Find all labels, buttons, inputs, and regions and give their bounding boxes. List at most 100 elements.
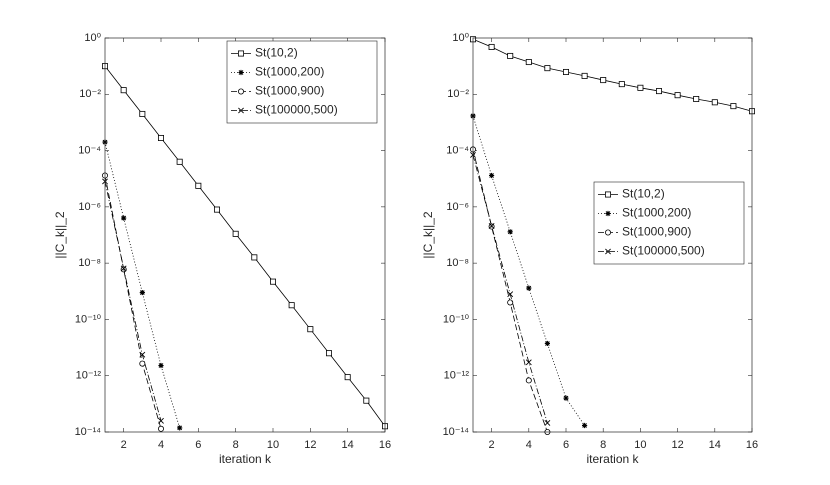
y-tick-label: 10⁻²	[447, 88, 469, 100]
marker	[525, 59, 532, 66]
x-tick-label: 14	[709, 439, 721, 451]
y-tick-label: 10⁰	[452, 32, 469, 44]
marker	[120, 265, 127, 272]
marker-shape	[507, 299, 514, 306]
marker	[605, 248, 611, 255]
marker-shape	[600, 77, 607, 84]
marker	[525, 359, 532, 366]
marker	[237, 88, 244, 95]
marker	[157, 134, 164, 141]
marker	[157, 425, 164, 432]
marker	[251, 254, 258, 261]
y-axis-label: ||C_k||_2	[421, 211, 435, 258]
y-tick-label: 10⁻⁸	[446, 257, 469, 269]
marker	[325, 350, 332, 357]
marker	[605, 210, 611, 217]
marker-shape	[581, 72, 588, 79]
x-axis-label: iteration k	[219, 452, 272, 466]
y-tick-label: 10⁻¹⁰	[443, 313, 470, 325]
marker-shape	[344, 374, 351, 381]
y-tick-label: 10⁻¹²	[76, 370, 102, 382]
marker-shape	[157, 425, 164, 432]
marker-shape	[238, 107, 244, 114]
marker-shape	[605, 229, 612, 236]
marker	[158, 417, 164, 424]
marker-shape	[232, 230, 239, 237]
marker-shape	[563, 395, 569, 401]
marker-shape	[237, 88, 244, 95]
marker-shape	[176, 158, 183, 165]
y-tick-label: 10⁰	[84, 32, 101, 44]
y-tick-label: 10⁻¹⁴	[443, 426, 470, 438]
marker-shape	[730, 103, 737, 110]
marker	[581, 72, 588, 79]
legend: St(10,2) St(1000,200) St(1000,900) St(10000…	[226, 40, 378, 124]
marker	[363, 397, 370, 404]
marker-shape	[307, 326, 314, 333]
marker	[600, 77, 607, 84]
marker	[237, 50, 244, 57]
y-tick-label: 10⁻¹⁰	[75, 313, 102, 325]
marker-shape	[325, 350, 332, 357]
marker	[139, 351, 146, 358]
legend: St(10,2) St(1000,200) St(1000,900) St(10000…	[593, 181, 745, 265]
marker-shape	[526, 285, 532, 291]
marker	[582, 422, 588, 429]
series-line	[104, 142, 181, 429]
marker	[232, 230, 239, 237]
marker	[507, 299, 514, 306]
marker	[674, 92, 681, 99]
x-tick-label: 12	[304, 439, 316, 451]
marker	[488, 43, 495, 50]
marker-shape	[120, 265, 127, 272]
marker	[139, 289, 145, 296]
marker	[139, 360, 146, 367]
legend-box	[226, 40, 378, 124]
marker-shape	[363, 397, 370, 404]
x-tick-label: 16	[746, 439, 758, 451]
marker-shape	[582, 422, 588, 429]
marker	[618, 81, 625, 88]
marker	[526, 285, 532, 291]
marker	[238, 69, 244, 76]
marker	[544, 65, 551, 72]
marker-shape	[711, 99, 718, 106]
marker-shape	[237, 50, 244, 57]
marker	[488, 223, 495, 229]
series-line	[472, 38, 753, 112]
marker-shape	[544, 65, 551, 72]
marker-shape	[618, 81, 625, 88]
chart: 10⁻¹⁴ 10⁻¹² 10⁻¹⁰ 10⁻⁸ 10⁻⁶ 10⁻⁴ 10⁻² 10⁰ 2 4 6 8 10…	[53, 32, 391, 466]
marker	[507, 52, 514, 59]
marker	[544, 340, 550, 347]
marker-shape	[507, 229, 513, 235]
x-tick-label: 4	[526, 439, 532, 451]
x-tick-label: 8	[233, 439, 239, 451]
marker	[637, 84, 644, 91]
marker-shape	[674, 92, 681, 99]
x-tick-label: 2	[489, 439, 495, 451]
marker-shape	[251, 254, 258, 261]
marker	[238, 107, 244, 114]
y-tick-label: 10⁻⁸	[78, 257, 101, 269]
y-tick-label: 10⁻⁶	[446, 201, 469, 213]
marker	[344, 374, 351, 381]
marker	[605, 191, 612, 198]
marker	[269, 278, 276, 285]
y-axis-label: ||C_k||_2	[53, 211, 67, 258]
marker	[139, 110, 146, 117]
marker-shape	[605, 210, 611, 217]
legend-label: St(10,2)	[255, 46, 298, 60]
marker	[563, 68, 570, 75]
marker-shape	[177, 425, 183, 431]
marker	[605, 229, 612, 236]
marker	[711, 99, 718, 106]
legend-box	[593, 181, 745, 265]
marker-shape	[656, 88, 663, 95]
marker	[307, 326, 314, 333]
marker-shape	[525, 377, 532, 384]
marker-shape	[121, 215, 127, 221]
legend-label: St(100000,500)	[622, 244, 705, 258]
marker-shape	[489, 172, 495, 179]
marker	[563, 395, 569, 401]
